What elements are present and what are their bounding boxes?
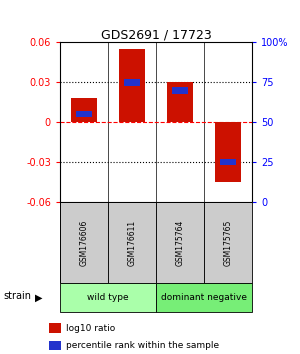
- Text: log10 ratio: log10 ratio: [66, 324, 115, 333]
- Text: percentile rank within the sample: percentile rank within the sample: [66, 341, 219, 350]
- Bar: [49, 341, 61, 350]
- Text: ▶: ▶: [34, 292, 42, 302]
- Text: dominant negative: dominant negative: [161, 293, 247, 302]
- Text: GSM175765: GSM175765: [224, 219, 232, 266]
- Bar: [60, 202, 108, 283]
- Bar: [156, 202, 204, 283]
- Bar: [124, 79, 140, 86]
- Bar: [119, 49, 145, 122]
- Text: GSM176611: GSM176611: [128, 219, 136, 266]
- Bar: [215, 122, 241, 182]
- Title: GDS2691 / 17723: GDS2691 / 17723: [100, 28, 212, 41]
- Bar: [204, 202, 252, 283]
- Bar: [49, 323, 61, 333]
- Bar: [108, 202, 156, 283]
- Bar: [220, 159, 236, 165]
- Text: GSM176606: GSM176606: [80, 219, 88, 266]
- Text: GSM175764: GSM175764: [176, 219, 184, 266]
- Bar: [76, 111, 92, 118]
- Text: strain: strain: [3, 291, 31, 301]
- Bar: [156, 283, 252, 312]
- Text: wild type: wild type: [87, 293, 129, 302]
- Bar: [71, 98, 97, 122]
- Bar: [60, 283, 156, 312]
- Bar: [167, 82, 193, 122]
- Bar: [172, 87, 188, 93]
